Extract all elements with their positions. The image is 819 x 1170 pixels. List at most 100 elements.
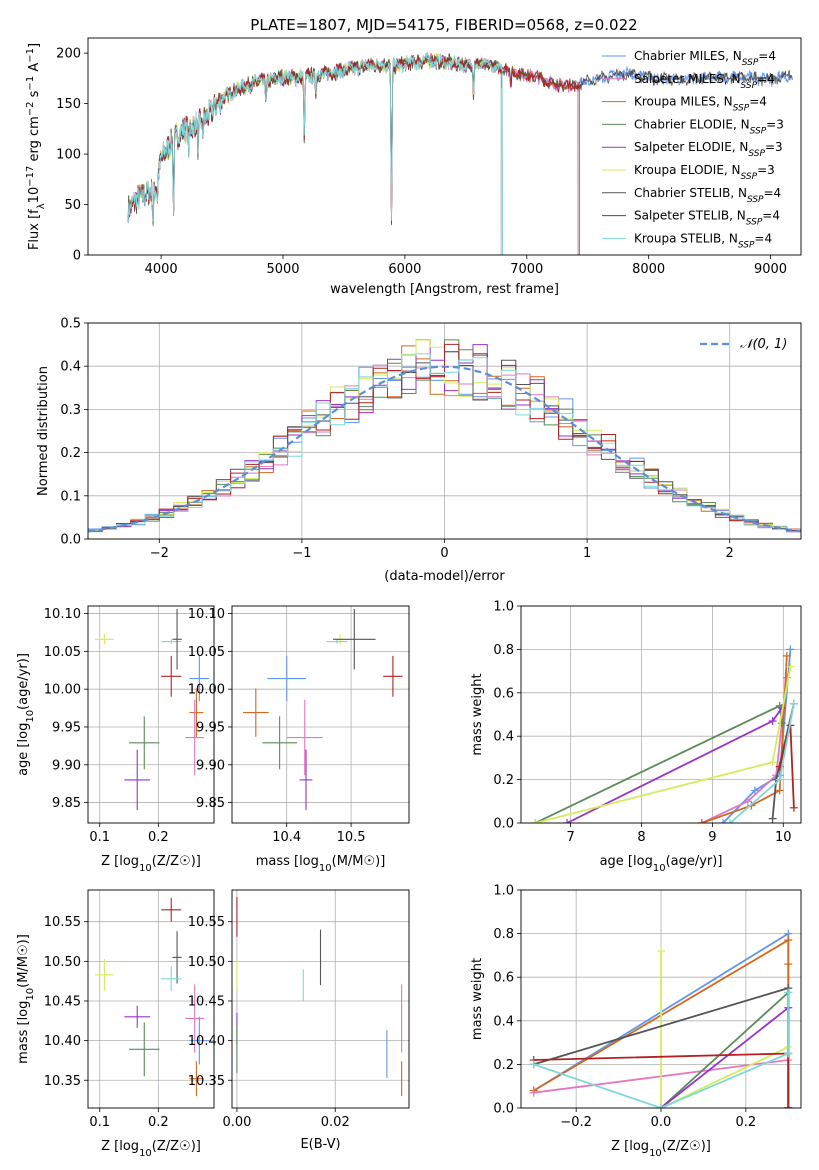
age-vs-Z-errorbar xyxy=(161,655,182,697)
weight-vs-Z-series-line xyxy=(660,1005,790,1108)
mass-vs-Z-ytick-label: 10.35 xyxy=(44,1074,81,1089)
age-vs-Z-ytick-label: 10.00 xyxy=(44,683,81,698)
legend-entry: Chabrier MILES, NSSP=4 xyxy=(634,49,776,68)
legend-entry: Salpeter STELIB, NSSP=4 xyxy=(634,209,780,228)
weight-vs-Z-ytick-label: 0.2 xyxy=(493,1058,514,1073)
age-vs-Z-axes: 0.1 0.2 9.85 9.90 9.95 10.00 10.05 10.10 xyxy=(44,605,215,845)
weight-vs-Z-ytick-label: 1.0 xyxy=(493,884,514,899)
mass-vs-Z-ytick-label: 10.55 xyxy=(44,915,81,930)
age-vs-Z-ytick-label: 10.10 xyxy=(44,607,81,622)
mass-vs-Z-frame xyxy=(87,889,215,1109)
weight-vs-Z-xlabel: Z [log10(Z/Z☉)] xyxy=(611,1139,711,1159)
age-vs-Z-points xyxy=(95,609,210,811)
weight-vs-age-marker xyxy=(782,673,791,682)
age-vs-Z-errorbar xyxy=(185,699,205,776)
mass-vs-EBV-ytick-label: 10.40 xyxy=(188,1034,225,1049)
mass-vs-Z-errorbar xyxy=(189,1061,204,1097)
mass-vs-Z-xlabel: Z [log10(Z/Z☉)] xyxy=(101,1139,201,1159)
spectrum-ylabel: Flux [fλ10−17 erg cm−2 s−1 A−1] xyxy=(25,43,47,250)
age-vs-mass-xtick-label: 10.4 xyxy=(272,830,301,845)
age-vs-mass-ytick-label: 9.90 xyxy=(196,758,225,773)
age-vs-mass-errorbar xyxy=(242,688,269,737)
age-vs-Z-errorbar xyxy=(189,655,210,702)
weight-vs-Z-marker xyxy=(529,1088,538,1097)
weight-vs-Z-xtick-label: 0.2 xyxy=(736,1115,757,1130)
spectrum-xtick-label: 9000 xyxy=(754,262,787,277)
weight-vs-age-ytick-label: 1.0 xyxy=(493,600,514,615)
age-vs-Z-errorbar xyxy=(124,749,151,811)
residuals-ytick-label: 0.4 xyxy=(60,360,81,375)
weight-vs-Z-lines xyxy=(529,929,793,1108)
weight-vs-Z-marker xyxy=(784,1104,793,1108)
age-vs-mass-errorbar xyxy=(286,699,323,776)
weight-vs-age-marker xyxy=(775,786,784,795)
weight-vs-Z-marker xyxy=(657,1104,665,1108)
age-vs-Z-xtick-label: 0.1 xyxy=(89,830,110,845)
residuals-xtick-label: 0 xyxy=(440,546,448,561)
weight-vs-age-marker xyxy=(786,645,795,654)
spectrum-xtick-label: 8000 xyxy=(632,262,665,277)
age-vs-mass-xtick-label: 10.5 xyxy=(337,830,366,845)
weight-vs-age-marker xyxy=(726,819,735,823)
mass-vs-EBV-points xyxy=(236,897,403,1097)
weight-vs-age-marker xyxy=(768,758,777,767)
residuals-ylabel: Normed distribution xyxy=(36,366,51,496)
weight-vs-Z-ylabel: mass weight xyxy=(470,958,485,1040)
weight-vs-age-xtick-label: 9 xyxy=(708,830,716,845)
mass-vs-Z-points xyxy=(95,897,210,1097)
weight-vs-age-marker xyxy=(768,814,777,823)
residuals-frame xyxy=(87,322,802,540)
weight-vs-Z-series-line xyxy=(660,951,790,1108)
weight-vs-age-ytick-label: 0.8 xyxy=(493,643,514,658)
mass-vs-EBV-ytick-label: 10.55 xyxy=(188,915,225,930)
weight-vs-age-marker xyxy=(743,797,752,806)
weight-vs-age-lines xyxy=(531,645,798,823)
mass-vs-EBV-xlabel: E(B-V) xyxy=(300,1137,340,1152)
weight-vs-age-marker xyxy=(786,662,795,671)
mass-vs-EBV-xtick-label: 0.00 xyxy=(222,1115,251,1130)
spectrum-xlabel: wavelength [Angstrom, rest frame] xyxy=(330,282,559,297)
mass-vs-EBV-frame xyxy=(231,889,410,1109)
weight-vs-age-ytick-label: 0.4 xyxy=(493,730,514,745)
weight-vs-Z-marker xyxy=(529,1060,538,1069)
legend-entry: Chabrier STELIB, NSSP=4 xyxy=(634,186,781,205)
residuals-ytick-label: 0.0 xyxy=(60,533,81,548)
residual-histogram xyxy=(88,353,801,531)
weight-vs-age-marker xyxy=(789,803,798,812)
weight-vs-age-marker xyxy=(789,699,798,708)
mass-vs-Z-axes: 0.1 0.2 10.35 10.40 10.45 10.50 10.55 xyxy=(44,889,215,1130)
residuals-axes: −2 −1 0 1 2 0.0 0.1 0.2 0.3 0.4 0.5 xyxy=(60,317,802,561)
legend-entry: Salpeter ELODIE, NSSP=3 xyxy=(634,140,783,159)
mass-vs-Z-xtick-label: 0.1 xyxy=(89,1115,110,1130)
legend-entry: Chabrier ELODIE, NSSP=3 xyxy=(634,117,784,136)
age-vs-mass-ytick-label: 9.85 xyxy=(196,796,225,811)
residuals-ytick-label: 0.2 xyxy=(60,446,81,461)
legend-entry: Kroupa ELODIE, NSSP=3 xyxy=(634,163,775,182)
age-vs-Z-errorbar xyxy=(95,633,114,645)
spectrum-axes: 4000 5000 6000 7000 8000 9000 0 50 100 150 200 xyxy=(56,37,802,277)
age-vs-Z-errorbar xyxy=(172,609,182,670)
age-vs-mass-errorbar xyxy=(326,639,348,644)
weight-vs-age-axes: 7 8 9 10 0.0 0.2 0.4 0.6 0.8 1.0 xyxy=(493,600,802,845)
weight-vs-age-marker xyxy=(719,819,728,823)
mass-vs-Z-errorbar xyxy=(95,958,114,991)
weight-vs-Z-series-line xyxy=(533,992,790,1108)
age-vs-Z-frame xyxy=(87,605,215,824)
age-vs-Z-ytick-label: 10.05 xyxy=(44,645,81,660)
age-vs-mass-xlabel: mass [log10(M/M☉)] xyxy=(256,854,386,874)
residual-histograms xyxy=(88,339,801,533)
spectrum-xtick-label: 7000 xyxy=(510,262,543,277)
mass-vs-Z-errorbar xyxy=(124,1005,151,1028)
spectrum-ytick-label: 100 xyxy=(56,148,81,163)
spectrum-ytick-label: 200 xyxy=(56,47,81,62)
mass-vs-Z-errorbar xyxy=(129,1022,160,1077)
spectrum-lines xyxy=(127,51,793,255)
age-vs-Z-ylabel: age [log10(age/yr)] xyxy=(16,653,36,776)
age-vs-Z-errorbar xyxy=(189,688,204,737)
age-vs-mass-errorbar xyxy=(333,609,376,670)
mass-vs-EBV-axes: 0.00 0.02 10.35 10.40 10.45 10.50 10.55 xyxy=(188,889,410,1130)
spectrum-legend: Chabrier MILES, NSSP=4 Salpeter MILES, NS… xyxy=(602,49,784,250)
weight-vs-age-frame xyxy=(520,605,802,824)
mass-vs-Z-ylabel: mass [log10(M/M☉)] xyxy=(16,934,36,1064)
